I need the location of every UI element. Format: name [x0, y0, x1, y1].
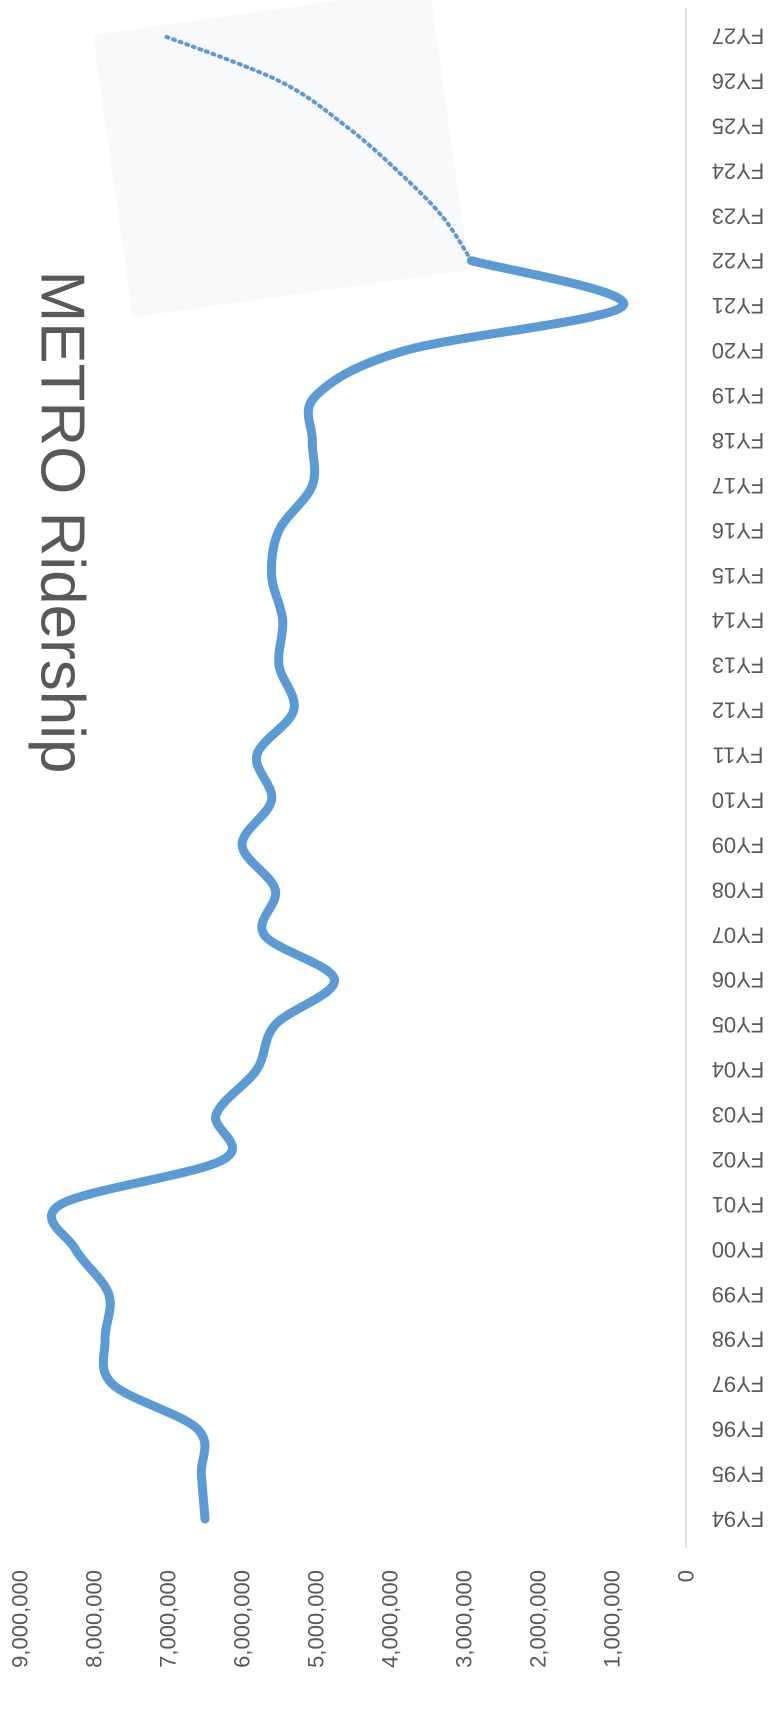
value-tick-label: 4,000,000	[378, 1570, 403, 1668]
category-tick-label: FY00	[712, 1237, 765, 1262]
data-point	[279, 80, 280, 81]
series-layer	[47, 34, 628, 1524]
category-tick-label: FY25	[712, 113, 765, 138]
category-tick-label: FY13	[712, 653, 765, 678]
value-tick-label: 1,000,000	[600, 1570, 625, 1668]
value-tick-label: 9,000,000	[8, 1570, 33, 1668]
category-tick-label: FY07	[712, 922, 765, 947]
category-tick-label: FY96	[712, 1417, 765, 1442]
category-tick-label: FY14	[712, 608, 765, 633]
data-point	[282, 620, 283, 621]
data-point	[623, 305, 624, 306]
category-tick-label: FY01	[712, 1192, 765, 1217]
data-point	[312, 440, 313, 441]
data-point	[271, 800, 272, 801]
data-point	[108, 1294, 109, 1295]
data-point	[279, 665, 280, 666]
category-tick-label: FY23	[712, 203, 765, 228]
data-point	[275, 1024, 276, 1025]
data-point	[112, 1384, 113, 1385]
data-point	[397, 170, 398, 171]
projection-shading	[92, 0, 470, 318]
category-tick-label: FY20	[712, 338, 765, 363]
category-tick-label: FY06	[712, 967, 765, 992]
data-point	[205, 1519, 206, 1520]
data-point	[197, 1429, 198, 1430]
category-tick-label: FY99	[712, 1282, 765, 1307]
data-point	[164, 36, 165, 37]
category-tick-label: FY95	[712, 1462, 765, 1487]
category-tick-label: FY27	[712, 24, 765, 49]
data-point	[264, 934, 265, 935]
data-point	[223, 1159, 224, 1160]
actual-ridership-line	[47, 256, 628, 1524]
value-tick-label: 2,000,000	[526, 1570, 551, 1668]
category-tick-label: FY21	[712, 293, 765, 318]
category-tick-label: FY94	[712, 1507, 765, 1532]
data-point	[404, 350, 405, 351]
category-tick-label: FY19	[712, 383, 765, 408]
value-tick-label: 6,000,000	[230, 1570, 255, 1668]
category-tick-label: FY18	[712, 428, 765, 453]
data-point	[312, 485, 313, 486]
category-tick-label: FY12	[712, 698, 765, 723]
category-tick-label: FY02	[712, 1147, 765, 1172]
data-point	[271, 575, 272, 576]
data-point	[293, 710, 294, 711]
category-tick-label: FY97	[712, 1372, 765, 1397]
value-tick-label: 7,000,000	[156, 1570, 181, 1668]
data-point	[75, 1249, 76, 1250]
data-point	[279, 530, 280, 531]
category-tick-label: FY04	[712, 1057, 765, 1082]
data-point	[105, 1339, 106, 1340]
category-tick-label: FY24	[712, 158, 765, 183]
data-point	[201, 1474, 202, 1475]
data-point	[216, 1114, 217, 1115]
value-tick-label: 5,000,000	[304, 1570, 329, 1668]
data-point	[316, 395, 317, 396]
category-tick-label: FY17	[712, 473, 765, 498]
category-tick-label: FY03	[712, 1102, 765, 1127]
data-point	[275, 889, 276, 890]
projected-ridership-line	[162, 34, 474, 263]
category-tick-label: FY98	[712, 1327, 765, 1352]
value-tick-label: 8,000,000	[82, 1570, 107, 1668]
category-tick-label: FY22	[712, 248, 765, 273]
category-tick-label: FY08	[712, 877, 765, 902]
data-point	[345, 125, 346, 126]
data-point	[242, 844, 243, 845]
category-tick-label: FY10	[712, 788, 765, 813]
category-tick-label: FY26	[712, 68, 765, 93]
data-point	[471, 260, 472, 261]
data-point	[334, 979, 335, 980]
category-tick-label: FY11	[713, 743, 764, 768]
category-tick-label: FY15	[712, 563, 765, 588]
data-point	[256, 755, 257, 756]
data-point	[441, 215, 442, 216]
category-tick-label: FY09	[712, 832, 765, 857]
value-tick-label: 3,000,000	[452, 1570, 477, 1668]
category-tick-label: FY16	[712, 518, 765, 543]
value-tick-label: 0	[674, 1570, 699, 1582]
category-tick-label: FY05	[712, 1012, 765, 1037]
data-point	[60, 1204, 61, 1205]
label-layer: FY94 FY95 FY96 FY97 FY98 FY99 FY00 FY01 FY02 FY03…	[8, 24, 765, 1668]
data-point	[256, 1069, 257, 1070]
chart-title: METRO Ridership	[28, 271, 97, 774]
